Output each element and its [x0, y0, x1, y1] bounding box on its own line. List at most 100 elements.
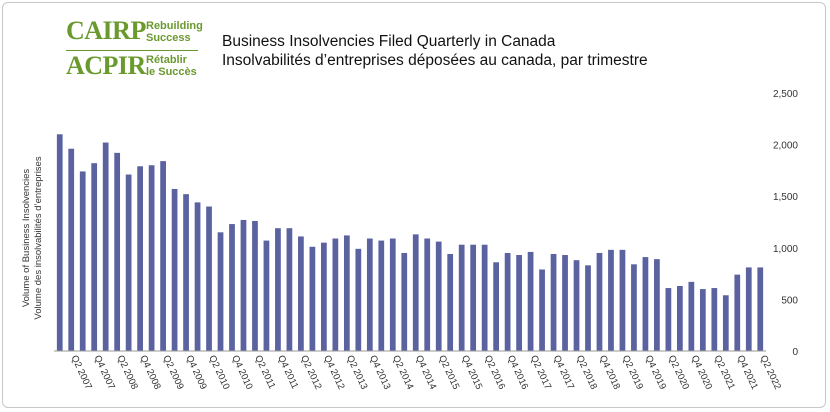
bar: [309, 246, 316, 351]
cairp-acpir-logo: CAIRP Rebuilding Success ACPIR Rétablir …: [66, 18, 206, 80]
bar: [481, 244, 488, 351]
bar: [654, 259, 660, 351]
bar: [263, 240, 270, 351]
x-tick-label: Q2 2018: [574, 354, 599, 392]
logo-en-tag-2: Success: [146, 32, 191, 44]
x-tick-label: Q2 2012: [298, 354, 323, 392]
y-tick-label: 1,500: [773, 192, 798, 203]
bar: [68, 148, 75, 351]
x-tick-label: Q2 2007: [68, 354, 93, 392]
bar: [734, 274, 741, 351]
y-tick-label: 1,000: [773, 244, 798, 255]
x-tick-label: Q2 2022: [758, 354, 783, 392]
bar: [137, 166, 143, 351]
bar: [298, 236, 304, 351]
bar: [688, 281, 695, 351]
bar: [125, 174, 132, 351]
bar: [596, 252, 603, 351]
bar: [745, 267, 752, 351]
bar: [114, 152, 121, 351]
x-tick-label: Q4 2018: [597, 354, 622, 392]
bar: [229, 224, 235, 351]
bar: [171, 188, 178, 351]
bar: [642, 257, 649, 351]
chart-titles: Business Insolvencies Filed Quarterly in…: [222, 32, 648, 70]
chart-title-en: Business Insolvencies Filed Quarterly in…: [222, 33, 556, 50]
x-tick-label: Q2 2021: [712, 354, 737, 392]
x-tick-label: Q2 2017: [528, 354, 553, 392]
bar: [412, 234, 419, 351]
bar: [217, 232, 224, 351]
bar: [608, 249, 614, 351]
bar: [527, 251, 534, 351]
bar: [677, 285, 683, 351]
bar: [366, 238, 373, 351]
x-tick-label: Q4 2007: [91, 354, 116, 392]
x-tick-label: Q2 2015: [436, 354, 461, 392]
bar: [378, 240, 385, 351]
x-tick-label: Q4 2015: [459, 354, 484, 392]
x-tick-label: Q2 2011: [252, 354, 277, 391]
bar: [321, 242, 327, 351]
bar: [722, 295, 729, 351]
x-tick-label: Q4 2008: [137, 354, 162, 392]
x-tick-label: Q4 2016: [505, 354, 530, 392]
bar: [447, 253, 454, 351]
bar: [550, 253, 557, 351]
x-tick-label: Q4 2012: [321, 354, 346, 392]
x-tick-label: Q2 2010: [206, 354, 231, 392]
logo-fr-tag-1: Rétablir: [146, 54, 187, 66]
bar: [699, 289, 706, 351]
bar: [343, 235, 350, 351]
bar: [102, 142, 109, 351]
bar: [183, 194, 189, 351]
x-tick-label: Q4 2017: [551, 354, 576, 392]
bar: [493, 262, 499, 351]
bar: [332, 238, 339, 351]
logo-en-mark: CAIRP: [66, 16, 146, 45]
x-tick-label: Q2 2013: [344, 354, 369, 392]
y-axis-title-en: Volume of Business Insolvencies: [21, 169, 32, 308]
bar: [539, 269, 545, 351]
bar: [573, 260, 580, 351]
bar: [79, 171, 86, 351]
bar: [389, 238, 396, 351]
chart-title-fr: Insolvabilités d’entreprises déposées au…: [222, 52, 648, 69]
bar: [56, 134, 63, 351]
bar: [504, 252, 511, 351]
x-tick-label: Q4 2010: [229, 354, 254, 392]
bar: [148, 165, 155, 351]
bar: [711, 288, 718, 351]
bar: [252, 220, 258, 351]
y-tick-label: 2,000: [773, 141, 798, 152]
bar: [160, 161, 166, 351]
logo-divider: [66, 50, 198, 51]
bar: [665, 288, 672, 351]
bar: [435, 241, 442, 351]
bar: [631, 264, 637, 351]
x-tick-label: Q4 2020: [689, 354, 714, 392]
bar: [470, 244, 477, 351]
bar: [91, 163, 98, 351]
bar: [458, 244, 465, 351]
logo-fr-mark: ACPIR: [66, 51, 146, 80]
bar: [355, 248, 362, 351]
bar: [240, 219, 247, 351]
x-tick-label: Q2 2008: [114, 354, 139, 392]
x-tick-label: Q4 2009: [183, 354, 208, 392]
bar: [516, 255, 522, 351]
bar: [585, 265, 591, 351]
logo-fr-tag-2: le Succès: [146, 66, 197, 78]
bar: [401, 252, 408, 351]
y-axis-title-fr: Volume des insolvabilités d’entreprises: [33, 156, 44, 319]
x-tick-label: Q4 2021: [735, 354, 760, 392]
x-tick-label: Q2 2009: [160, 354, 185, 392]
x-tick-label: Q2 2019: [620, 354, 645, 392]
x-tick-label: Q2 2020: [666, 354, 691, 392]
x-tick-label: Q4 2019: [643, 354, 668, 392]
y-tick-label: 0: [792, 347, 798, 358]
y-tick-label: 2,500: [773, 89, 798, 100]
x-tick-label: Q4 2013: [367, 354, 392, 392]
x-tick-label: Q4 2011: [275, 354, 300, 391]
